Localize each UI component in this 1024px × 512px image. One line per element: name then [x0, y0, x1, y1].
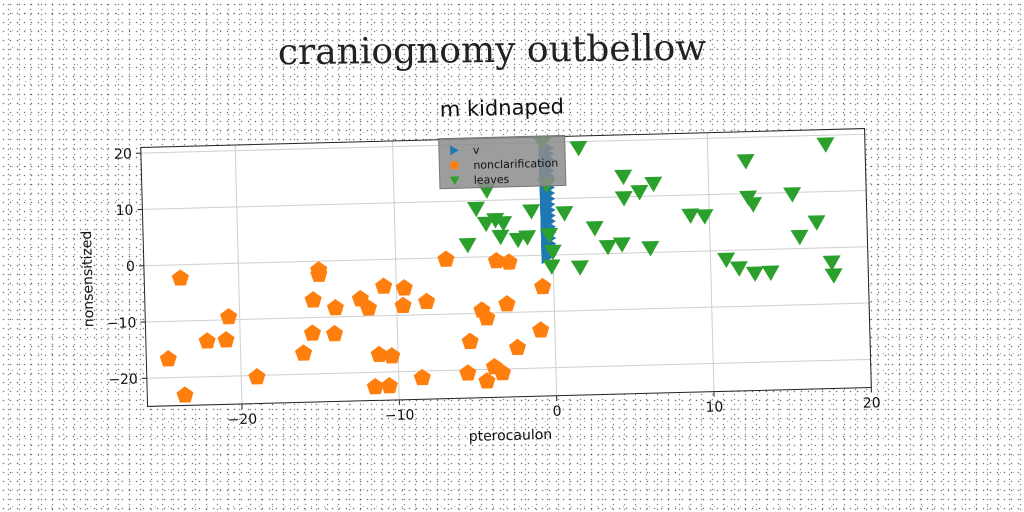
point-nonclarification	[500, 253, 518, 270]
point-nonclarification	[459, 364, 477, 381]
series-leaves	[458, 136, 843, 284]
point-nonclarification	[498, 295, 516, 312]
point-leaves	[822, 255, 841, 271]
point-leaves	[816, 137, 835, 153]
point-leaves	[824, 268, 843, 284]
axis-ticks: −20 −10 0 10 20 −20 −10 0 10 20	[107, 146, 881, 429]
point-leaves	[614, 169, 633, 186]
point-leaves	[570, 260, 589, 276]
legend-marker-v	[450, 145, 459, 156]
point-leaves	[641, 240, 660, 257]
point-leaves	[783, 187, 802, 203]
point-nonclarification	[217, 331, 235, 348]
legend-label: leaves	[474, 173, 510, 187]
point-leaves	[745, 266, 764, 282]
point-nonclarification	[437, 250, 455, 267]
y-tick-label: −20	[108, 372, 138, 389]
point-nonclarification	[159, 350, 177, 367]
point-nonclarification	[478, 309, 496, 326]
legend-label: v	[473, 144, 480, 157]
point-nonclarification	[304, 291, 322, 308]
point-nonclarification	[176, 386, 194, 403]
legend-label: nonclarification	[473, 157, 558, 172]
point-leaves	[540, 227, 559, 244]
point-nonclarification	[383, 347, 401, 364]
point-leaves	[743, 197, 762, 213]
point-leaves	[807, 215, 826, 231]
x-tick-label: 20	[863, 395, 881, 411]
point-leaves	[542, 259, 561, 275]
point-leaves	[543, 244, 562, 261]
point-nonclarification	[294, 344, 313, 361]
x-tick-label: 0	[552, 404, 561, 420]
point-nonclarification	[198, 332, 216, 349]
point-nonclarification	[461, 332, 479, 350]
point-leaves	[695, 209, 714, 225]
legend-marker-leaves	[449, 176, 460, 186]
point-leaves	[761, 265, 780, 281]
point-nonclarification	[395, 279, 413, 296]
point-nonclarification	[394, 296, 412, 314]
point-leaves	[612, 237, 631, 253]
point-nonclarification	[370, 345, 388, 363]
point-nonclarification	[326, 298, 344, 316]
x-tick-label: −20	[227, 412, 257, 429]
point-leaves	[569, 140, 588, 157]
point-leaves	[522, 204, 541, 220]
point-leaves	[614, 190, 633, 207]
point-nonclarification	[375, 277, 393, 294]
x-tick-label: −10	[385, 407, 415, 424]
point-nonclarification	[532, 321, 550, 338]
point-leaves	[458, 237, 477, 254]
y-axis-label: nonsensitized	[79, 230, 98, 327]
y-tick-label: 0	[126, 259, 135, 275]
x-gridline	[234, 145, 243, 404]
point-nonclarification	[366, 377, 384, 395]
x-axis-label: pterocaulon	[469, 427, 553, 445]
point-leaves	[555, 206, 574, 222]
point-nonclarification	[325, 324, 344, 342]
point-leaves	[491, 229, 510, 246]
point-leaves	[736, 153, 755, 170]
legend-box	[438, 134, 567, 190]
point-leaves	[790, 229, 809, 246]
point-nonclarification	[418, 292, 436, 310]
y-tick-label: −10	[107, 315, 137, 332]
point-nonclarification	[534, 277, 552, 295]
point-leaves	[598, 239, 617, 256]
chart-title: m kidnaped	[439, 94, 564, 121]
point-nonclarification	[171, 269, 189, 286]
point-leaves	[644, 176, 663, 193]
x-tick-label: 10	[705, 399, 723, 415]
point-leaves	[585, 221, 604, 237]
point-nonclarification	[220, 307, 238, 325]
point-nonclarification	[487, 251, 505, 269]
point-nonclarification	[359, 299, 378, 316]
point-leaves	[476, 216, 495, 233]
x-gridline	[706, 132, 715, 392]
point-nonclarification	[380, 376, 398, 394]
y-tick-label: 20	[114, 146, 132, 162]
point-leaves	[466, 201, 485, 218]
point-nonclarification	[478, 372, 496, 389]
point-leaves	[630, 184, 649, 201]
y-gridline	[145, 302, 870, 323]
point-leaves	[494, 216, 513, 232]
point-leaves	[681, 208, 700, 224]
series-nonclarification	[159, 250, 552, 403]
legend-marker-nonclarification	[449, 160, 460, 170]
point-leaves	[717, 252, 736, 269]
point-nonclarification	[508, 338, 527, 356]
point-nonclarification	[248, 368, 266, 385]
point-leaves	[729, 261, 748, 277]
point-nonclarification	[413, 368, 431, 386]
point-nonclarification	[310, 261, 328, 278]
point-nonclarification	[493, 363, 512, 381]
y-tick-label: 10	[115, 203, 133, 219]
point-nonclarification	[303, 324, 322, 341]
point-leaves	[518, 230, 537, 246]
